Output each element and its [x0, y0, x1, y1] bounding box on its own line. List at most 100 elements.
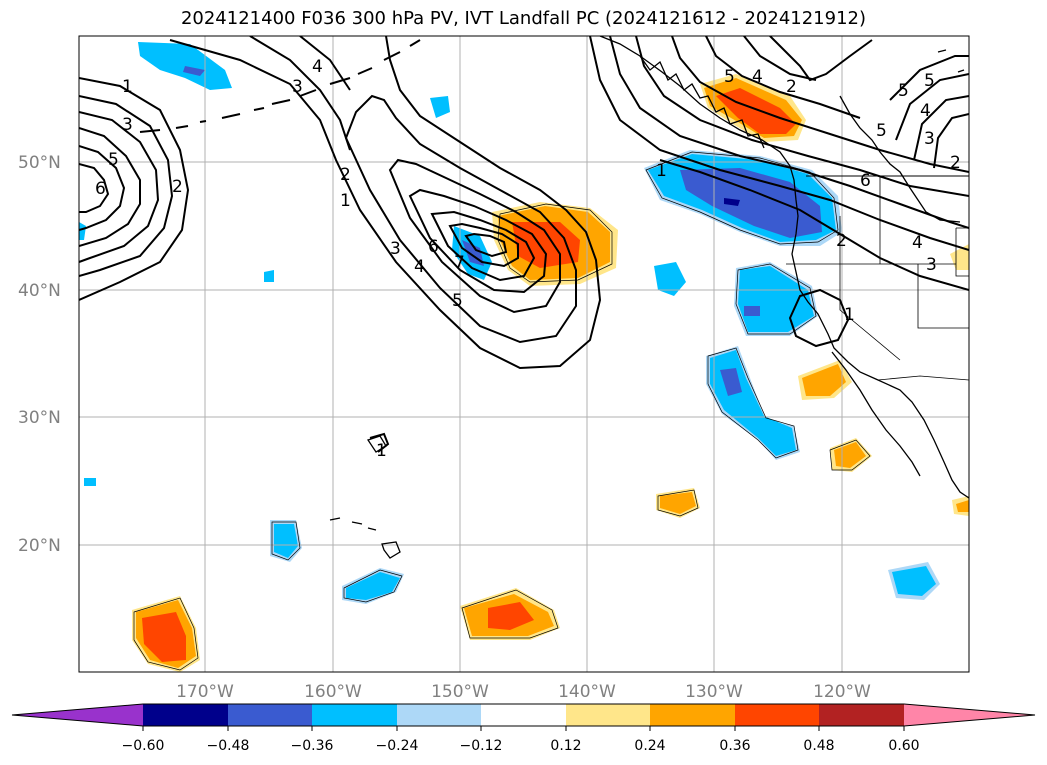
contour-label: 5: [876, 121, 887, 141]
anomaly-outline: [829, 439, 871, 471]
lon-label-150w: 150°W: [431, 682, 489, 702]
positive-anomaly-region: [956, 500, 969, 512]
pv-contour: [344, 94, 577, 344]
pv-contours: [79, 36, 969, 453]
colorbar-tick-label: 0.48: [803, 738, 834, 754]
pv-contour: [79, 77, 190, 301]
colorbar-tick-label: 0.24: [634, 738, 665, 754]
contour-label: 1: [122, 77, 133, 97]
positive-anomaly-core: [142, 612, 186, 662]
contour-label: 3: [390, 239, 401, 259]
negative-anomaly-region: [79, 222, 86, 240]
positive-anomaly-region: [660, 492, 696, 514]
contour-label: 1: [376, 441, 387, 461]
latitude-labels: 50°N 40°N 30°N 20°N: [18, 153, 61, 556]
lat-label-20n: 20°N: [18, 536, 61, 556]
negative-anomaly-region: [84, 478, 96, 486]
lon-label-120w: 120°W: [813, 682, 871, 702]
negative-anomaly-region: [264, 270, 274, 282]
positive-anomaly-core: [716, 88, 796, 134]
contour-label: 6: [428, 237, 439, 257]
pv-contour: [609, 36, 969, 229]
negative-anomaly-region: [430, 96, 450, 118]
anomaly-outline: [735, 263, 817, 335]
anomaly-outline: [497, 203, 613, 283]
contour-label: 4: [414, 257, 425, 277]
pv-contour: [79, 111, 160, 263]
state-border: [917, 264, 969, 329]
hawaii-islands: [329, 517, 401, 559]
negative-anomaly-core: [183, 66, 205, 76]
contour-label: 3: [926, 255, 937, 275]
pv-contour: [408, 188, 548, 294]
map-frame: [78, 35, 970, 673]
positive-anomaly-region: [802, 364, 846, 396]
contour-label: 1: [656, 161, 667, 181]
positive-anomaly-region: [950, 244, 969, 270]
colorbar: −0.60 −0.48 −0.36 −0.24 −0.12 0.12 0.24 …: [11, 703, 1036, 754]
contour-label: 2: [340, 165, 351, 185]
pv-contour: [889, 55, 969, 101]
colorbar-extend-min: [12, 704, 143, 726]
negative-anomaly-region: [892, 566, 936, 596]
contour-label: 5: [724, 67, 735, 87]
shaded-anomalies: [79, 42, 969, 672]
pv-contour: [589, 36, 969, 251]
colorbar-segment: [397, 704, 481, 726]
negative-anomaly-core: [680, 168, 822, 238]
colorbar-tick-label: 0.60: [888, 738, 919, 754]
pv-contour: [448, 222, 519, 268]
coastlines: [139, 36, 969, 559]
contour-label: 6: [860, 171, 871, 191]
pv-contour: [895, 73, 969, 141]
baja-coast: [831, 351, 921, 477]
contour-label: 7: [454, 253, 465, 273]
negative-anomaly-core: [720, 368, 742, 396]
contour-label: 1: [844, 305, 855, 325]
lat-label-50n: 50°N: [18, 153, 61, 173]
lon-label-130w: 130°W: [685, 682, 743, 702]
contour-label: 3: [292, 77, 303, 97]
contour-label: 4: [312, 57, 323, 77]
negative-anomaly-region: [274, 524, 298, 558]
lat-label-40n: 40°N: [18, 281, 61, 301]
contour-label: 3: [924, 129, 935, 149]
pv-contour: [769, 36, 873, 82]
anomaly-outline: [343, 569, 403, 603]
state-border: [839, 264, 901, 361]
colorbar-segment: [566, 704, 650, 726]
colorbar-tick-label: −0.24: [376, 738, 419, 754]
positive-anomaly-core: [488, 602, 534, 630]
pv-contour: [388, 158, 561, 314]
contour-label: 2: [786, 77, 797, 97]
contour-label: 3: [122, 115, 133, 135]
colorbar-segment: [143, 704, 228, 726]
mexico-border: [877, 375, 969, 381]
contour-label: 5: [108, 150, 119, 170]
colorbar-segment: [228, 704, 312, 726]
pv-contour: [788, 288, 850, 348]
pv-contour: [913, 95, 969, 161]
map-title: 2024121400 F036 300 hPa PV, IVT Landfall…: [180, 8, 867, 29]
pv-contour: [79, 127, 141, 247]
pv-contour: [79, 145, 126, 231]
colorbar-tick-label: −0.48: [207, 738, 250, 754]
colorbar-tick-label: −0.12: [460, 738, 503, 754]
island: [937, 49, 965, 73]
contour-label: 4: [912, 233, 923, 253]
colorbar-segment: [819, 704, 904, 726]
contour-label: 5: [898, 81, 909, 101]
negative-anomaly-core: [744, 306, 760, 316]
pv-contour: [430, 210, 536, 282]
contour-label: 4: [752, 67, 763, 87]
pv-contour: [249, 36, 351, 151]
pv-contour: [79, 163, 110, 213]
contour-label: 2: [172, 177, 183, 197]
colorbar-tick-label: 0.12: [550, 738, 581, 754]
longitude-labels: 170°W 160°W 150°W 140°W 130°W 120°W: [176, 682, 871, 702]
pv-contour: [659, 159, 969, 291]
pv-contour: [79, 95, 174, 277]
contour-label: 2: [950, 153, 961, 173]
negative-anomaly-core: [724, 198, 740, 206]
